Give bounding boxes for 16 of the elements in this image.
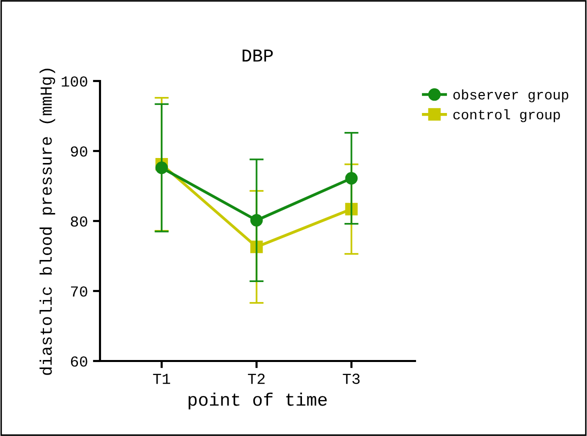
y-tick-label: 100 [62,76,88,87]
y-tick-label: 60 [70,356,88,367]
point [345,172,358,185]
chart-title: DBP [242,50,273,62]
y-tick-label: 70 [71,286,88,297]
y-tick-label: 80 [70,216,88,227]
legend-label: control group [453,109,560,122]
x-axis-title: point of time [188,392,327,410]
x-tick-label: T1 [153,374,170,384]
x-tick-label: T2 [248,374,265,384]
point [155,162,168,174]
x-tick-label: T3 [342,374,360,384]
legend-label: observer group [453,89,568,102]
y-tick-label: 90 [70,146,88,157]
y-axis-title: diastolic blood pressure (mmHg) [40,68,56,375]
point [250,214,263,227]
